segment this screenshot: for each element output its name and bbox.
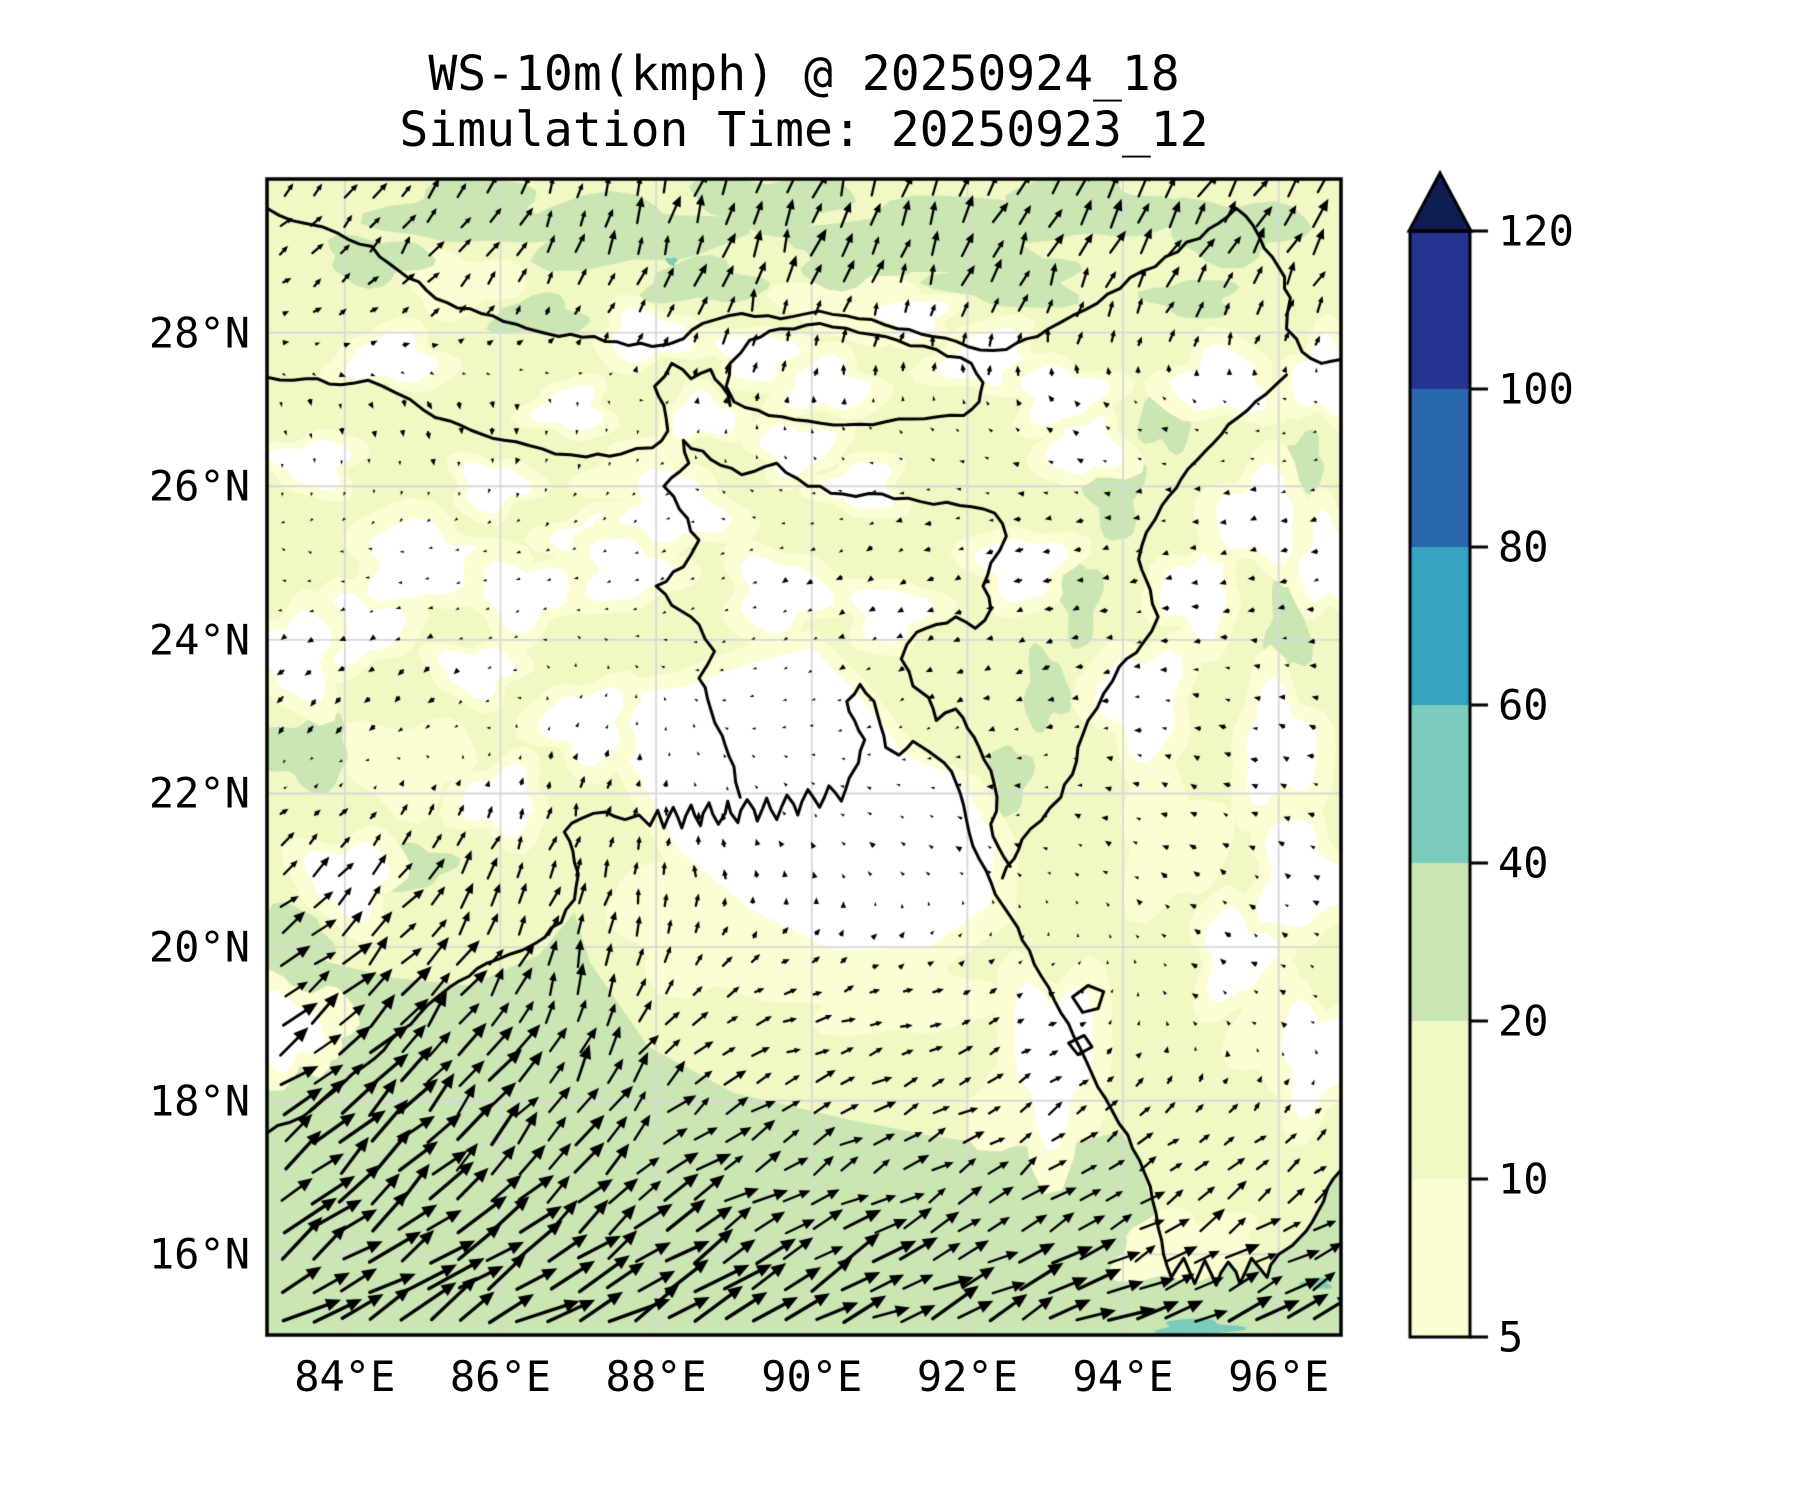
plot-title: WS-10m(kmph) @ 20250924_18 [428, 46, 1180, 102]
x-tick-label: 88°E [605, 1352, 707, 1401]
y-tick-label: 22°N [148, 768, 250, 818]
colorbar-tick-label: 60 [1498, 680, 1549, 730]
y-tick-label: 20°N [148, 922, 250, 972]
y-tick-label: 28°N [148, 308, 250, 358]
y-tick-label: 18°N [148, 1076, 250, 1126]
colorbar-tick-label: 120 [1498, 206, 1574, 256]
colorbar-tick-label: 40 [1498, 838, 1549, 888]
colorbar-tick-label: 100 [1498, 364, 1574, 414]
colorbar-tick-label: 10 [1498, 1154, 1549, 1204]
y-tick-label: 26°N [148, 461, 250, 511]
x-tick-label: 96°E [1228, 1352, 1330, 1401]
colorbar-tick-label: 5 [1498, 1312, 1524, 1362]
y-tick-label: 16°N [148, 1229, 250, 1279]
y-tick-label: 24°N [148, 615, 250, 665]
x-tick-label: 92°E [916, 1352, 1018, 1401]
x-tick-label: 94°E [1072, 1352, 1174, 1401]
colorbar-tick-label: 80 [1498, 522, 1549, 572]
colorbar-tick-label: 20 [1498, 996, 1549, 1046]
x-tick-label: 84°E [294, 1352, 396, 1401]
x-tick-label: 90°E [761, 1352, 863, 1401]
x-tick-label: 86°E [449, 1352, 552, 1401]
plot-subtitle: Simulation Time: 20250923_12 [399, 102, 1209, 158]
